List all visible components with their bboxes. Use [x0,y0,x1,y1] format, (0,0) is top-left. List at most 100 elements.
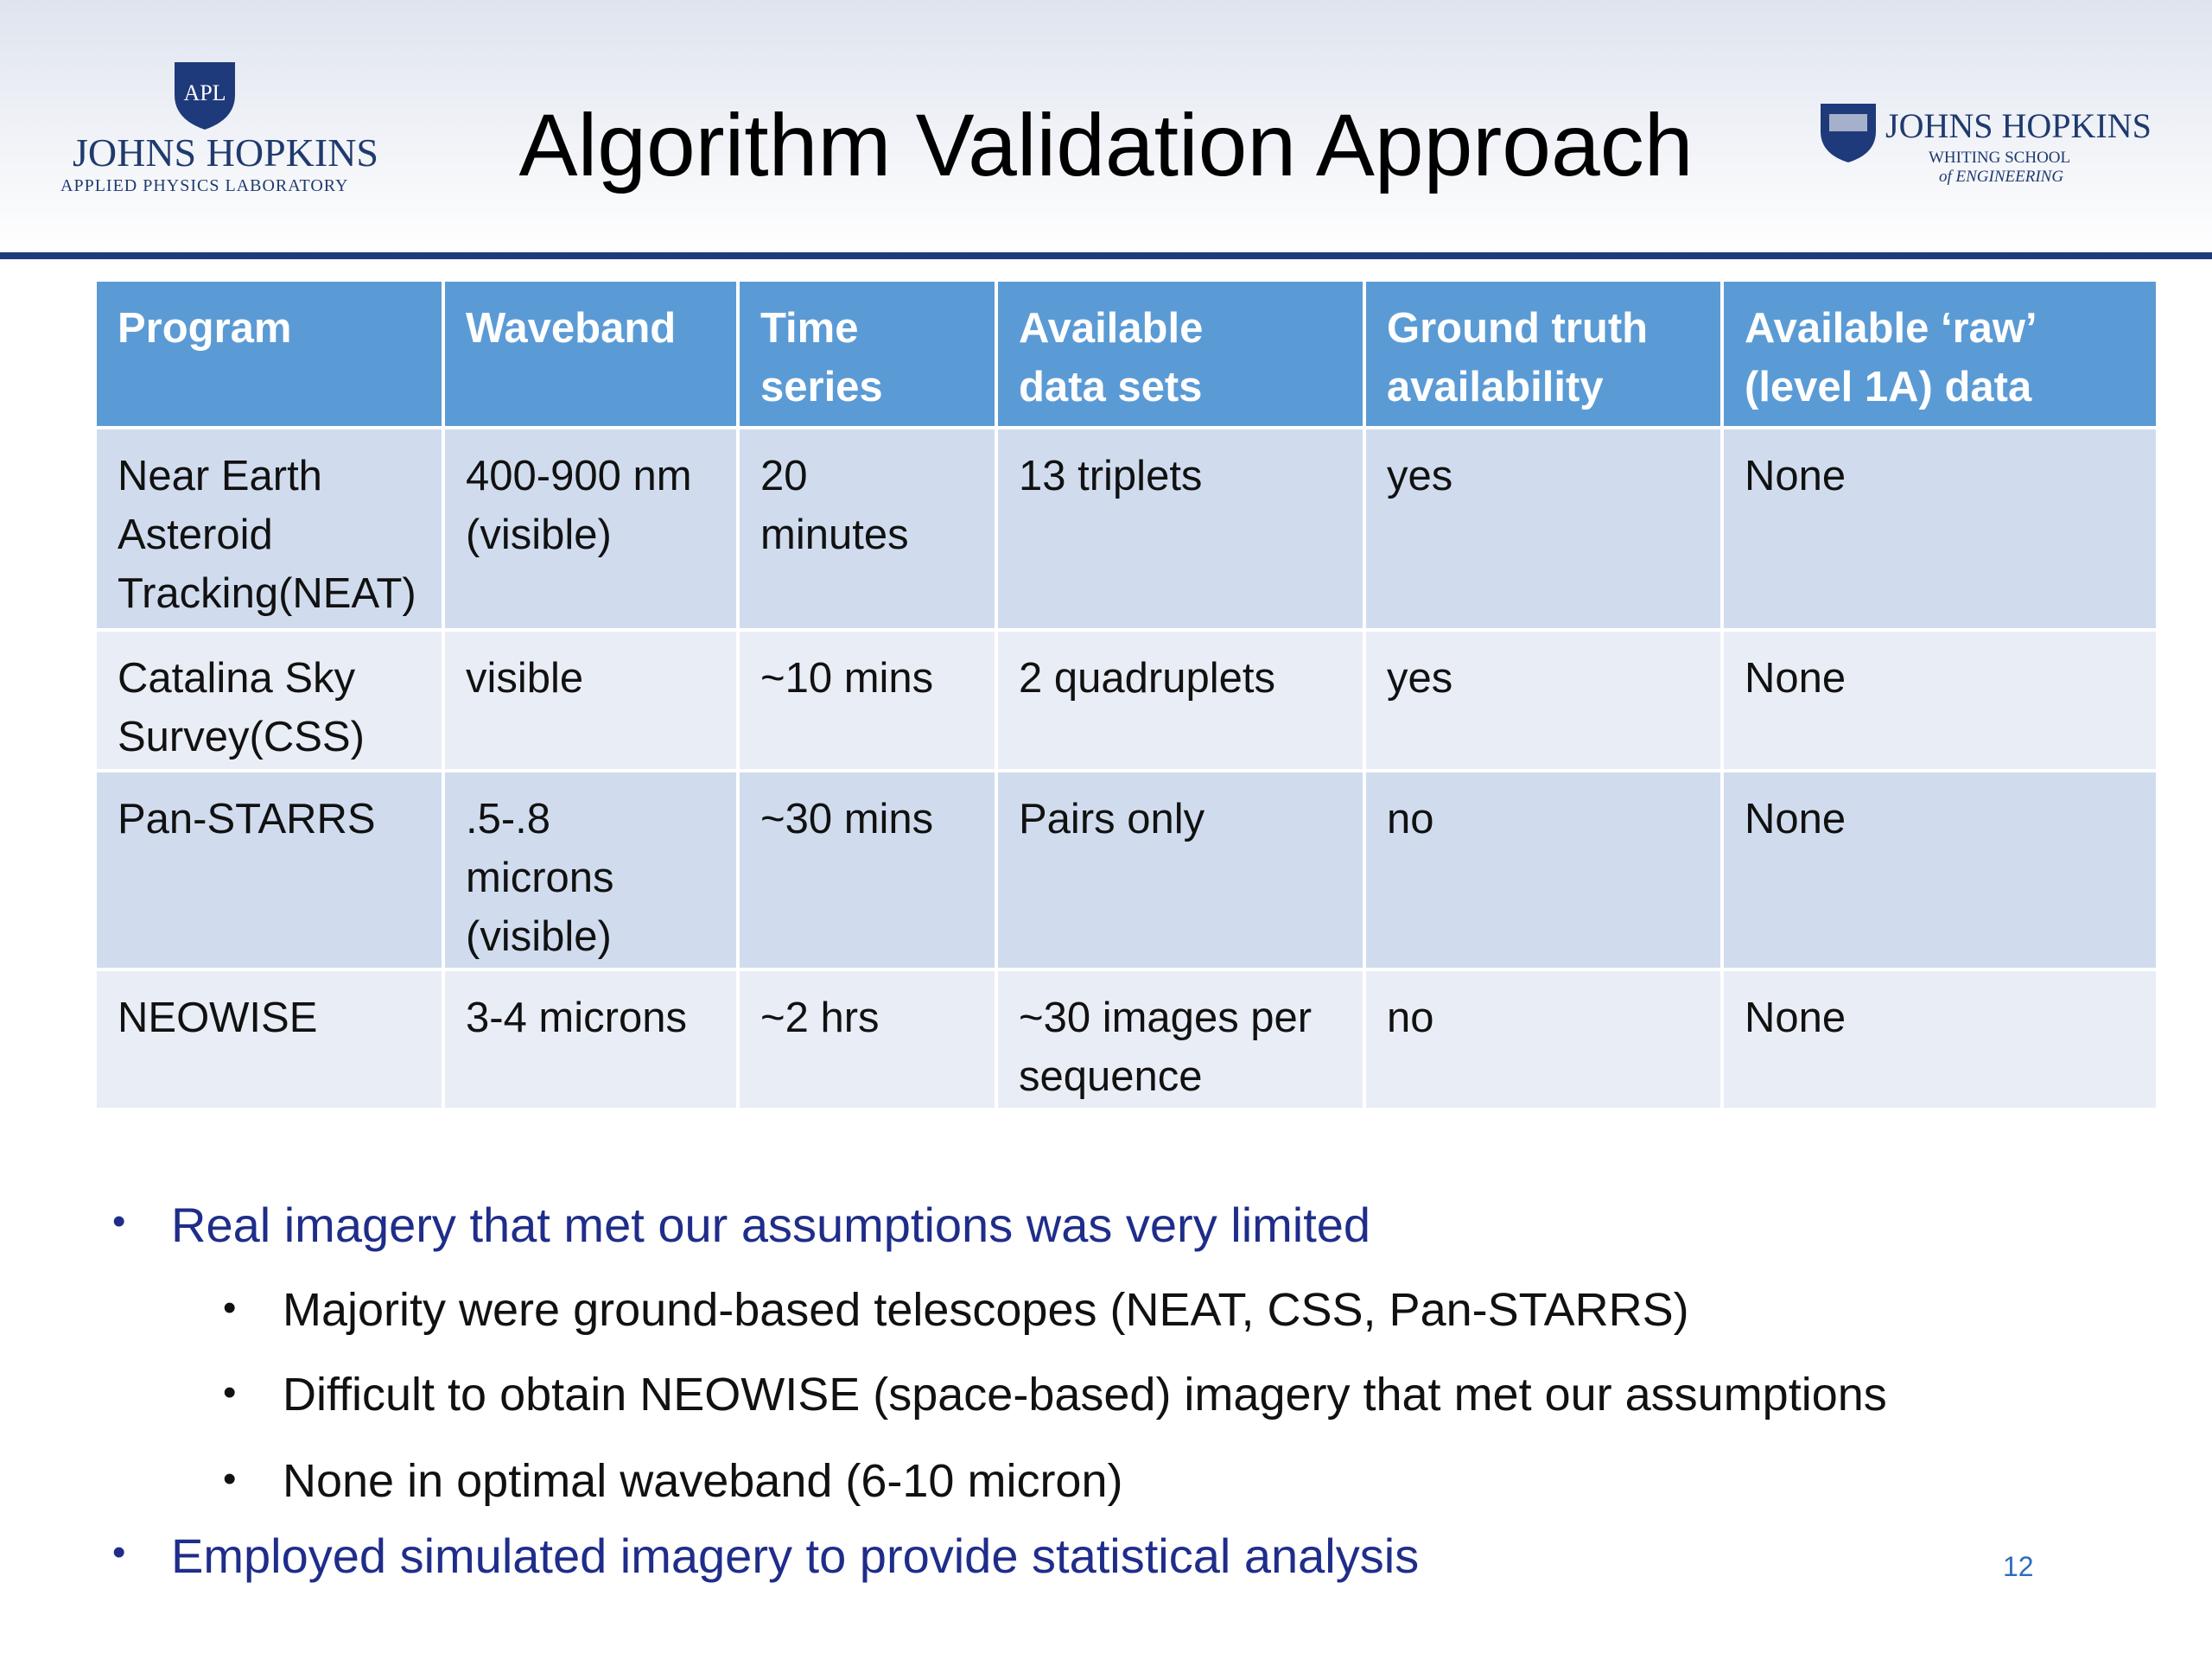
bullet-text: Real imagery that met our assumptions wa… [171,1198,1371,1252]
cell-line: NEOWISE [118,995,318,1041]
cell-line: minutes [760,512,909,558]
table-cell: 3-4 microns [442,968,740,1111]
cell-line: Tracking(NEAT) [118,570,416,617]
bullet-dot: • [223,1287,237,1329]
bullet-text: Majority were ground-based telescopes (N… [283,1284,1689,1336]
cell-line: None [1745,995,1847,1041]
cell-line: 13 triplets [1019,453,1203,499]
table-cell: 20 minutes [736,426,998,632]
table-row: Catalina Sky Survey(CSS) visible ~10 mins 2 … [93,628,2159,772]
apl-shield: APL [175,62,235,130]
header-cell: Time series [736,278,998,429]
cell-line: Catalina Sky [118,655,356,702]
table-cell: ~10 mins [736,628,998,772]
jhu-shield [1821,104,1876,162]
cell-line: ~2 hrs [760,995,880,1041]
header-cell: Ground truth availability [1363,278,1724,429]
bullet-dot: • [112,1531,126,1573]
cell-line: Asteroid [118,512,273,558]
cell-line: (level 1A) data [1745,364,2032,410]
cell-line: Time [760,305,859,352]
header-cell: Waveband [442,278,740,429]
table-cell: ~30 mins [736,769,998,971]
cell-line: Waveband [466,305,677,352]
table-cell: None [1720,968,2159,1111]
left-logo-subtitle: APPLIED PHYSICS LABORATORY [60,176,349,195]
table-cell: Near Earth Asteroid Tracking(NEAT) [93,426,445,632]
table-cell: NEOWISE [93,968,445,1111]
cell-line: 20 [760,453,808,499]
bullet-text: Employed simulated imagery to provide st… [171,1529,1420,1583]
table-cell: .5-.8 microns (visible) [442,769,740,971]
header-row: Program Waveband Time series Available data s… [93,278,2159,429]
cell-line: Near Earth [118,453,322,499]
cell-line: Pairs only [1019,796,1205,842]
cell-line: 400-900 nm [466,453,692,499]
cell-line: Survey(CSS) [118,714,365,760]
cell-line: microns [466,855,614,901]
cell-line: ~10 mins [760,655,934,702]
header-cell: Program [93,278,445,429]
table-cell: yes [1363,426,1724,632]
header-rule [0,252,2212,259]
slide-title: Algorithm Validation Approach [518,96,1694,194]
cell-line: yes [1387,655,1453,702]
bullet-dot: • [223,1458,237,1500]
cell-line: no [1387,995,1434,1041]
right-logo-name: JOHNS HOPKINS [1885,106,2152,145]
cell-line: no [1387,796,1434,842]
left-logo-name: JOHNS HOPKINS [73,130,379,175]
cell-line: 2 quadruplets [1019,655,1275,702]
cell-line: data sets [1019,364,1203,410]
cell-line: yes [1387,453,1453,499]
right-logo-line1: WHITING SCHOOL [1929,149,2071,167]
right-logo-line2: of ENGINEERING [1939,168,2064,186]
cell-line: Available ‘raw’ [1745,305,2037,352]
page-number: 12 [2003,1551,2034,1582]
table-cell: Pairs only [995,769,1366,971]
cell-line: 3-4 microns [466,995,687,1041]
table-cell: Pan-STARRS [93,769,445,971]
cell-line: None [1745,655,1847,702]
table-cell: 13 triplets [995,426,1366,632]
header-cell: Available ‘raw’ (level 1A) data [1720,278,2159,429]
table-cell: Catalina Sky Survey(CSS) [93,628,445,772]
table-cell: visible [442,628,740,772]
cell-line: None [1745,796,1847,842]
table-cell: None [1720,769,2159,971]
table-cell: ~2 hrs [736,968,998,1111]
cell-line: (visible) [466,512,612,558]
cell-line: ~30 images per [1019,995,1313,1041]
table-cell: no [1363,769,1724,971]
cell-line: .5-.8 [466,796,551,842]
cell-line: Program [118,305,292,352]
cell-line: Available [1019,305,1204,352]
bullet-text: Difficult to obtain NEOWISE (space-based… [283,1369,1887,1421]
cell-line: (visible) [466,913,612,960]
cell-line: sequence [1019,1053,1203,1100]
table-cell: 2 quadruplets [995,628,1366,772]
cell-line: availability [1387,364,1604,410]
header-cell: Available data sets [995,278,1366,429]
bullet-text: None in optimal waveband (6-10 micron) [283,1455,1123,1507]
bullet-dot: • [112,1200,126,1243]
table-cell: None [1720,628,2159,772]
table-cell: yes [1363,628,1724,772]
table-row: Pan-STARRS .5-.8 microns (visible) ~30 mins P… [93,769,2159,971]
cell-line: None [1745,453,1847,499]
table-cell: None [1720,426,2159,632]
cell-line: Pan-STARRS [118,796,376,842]
cell-line: Ground truth [1387,305,1649,352]
table-cell: no [1363,968,1724,1111]
cell-line: ~30 mins [760,796,934,842]
table-cell: ~30 images per sequence [995,968,1366,1111]
table-cell: 400-900 nm (visible) [442,426,740,632]
cell-line: visible [466,655,584,702]
table-row: NEOWISE 3-4 microns ~2 hrs ~30 images per se… [93,968,2159,1111]
apl-emblem: APL [183,80,226,105]
cell-line: series [760,364,883,410]
table-row: Near Earth Asteroid Tracking(NEAT) 400-900 … [93,426,2159,632]
data-table: Program Waveband Time series Available data s… [93,278,2159,1111]
bullet-dot: • [223,1371,237,1414]
